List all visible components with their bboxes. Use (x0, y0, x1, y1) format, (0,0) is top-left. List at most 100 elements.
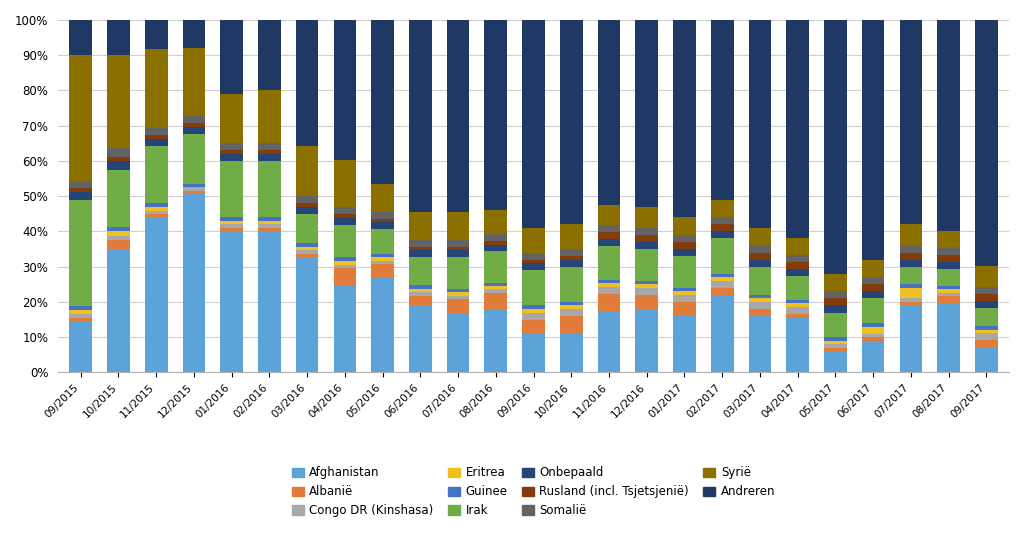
Bar (673, 242, 695, 249)
Bar (598, 246, 621, 280)
Bar (409, 250, 432, 257)
Bar (484, 251, 507, 283)
Bar (446, 240, 469, 247)
Bar (899, 284, 923, 288)
Bar (560, 305, 583, 309)
Bar (560, 20, 583, 224)
Bar (636, 281, 658, 284)
Bar (899, 260, 923, 267)
Bar (862, 260, 885, 277)
Bar (899, 224, 923, 245)
Bar (144, 135, 168, 139)
Bar (484, 293, 507, 310)
Bar (975, 333, 997, 340)
Bar (636, 295, 658, 309)
Bar (673, 256, 695, 288)
Bar (409, 306, 432, 372)
Bar (711, 277, 733, 281)
Bar (296, 254, 318, 257)
Bar (862, 323, 885, 327)
Bar (334, 286, 356, 372)
Bar (975, 348, 997, 372)
Bar (560, 267, 583, 302)
Bar (899, 305, 923, 372)
Bar (296, 257, 318, 372)
Bar (636, 249, 658, 281)
Bar (334, 265, 356, 268)
Bar (372, 20, 394, 184)
Bar (824, 20, 847, 274)
Bar (862, 277, 885, 284)
Bar (258, 161, 281, 217)
Bar (937, 303, 959, 372)
Bar (786, 276, 809, 300)
Bar (711, 20, 733, 200)
Bar (862, 299, 885, 323)
Bar (786, 269, 809, 276)
Bar (372, 257, 394, 261)
Bar (446, 313, 469, 372)
Bar (70, 314, 92, 317)
Bar (711, 281, 733, 288)
Bar (220, 20, 243, 94)
Bar (899, 252, 923, 260)
Bar (522, 320, 545, 334)
Bar (220, 217, 243, 221)
Bar (108, 148, 130, 157)
Bar (334, 207, 356, 214)
Bar (560, 249, 583, 256)
Bar (937, 231, 959, 248)
Bar (522, 20, 545, 228)
Bar (446, 250, 469, 257)
Bar (70, 55, 92, 180)
Bar (409, 296, 432, 306)
Bar (937, 248, 959, 255)
Bar (484, 245, 507, 251)
Bar (182, 184, 205, 188)
Bar (598, 226, 621, 232)
Bar (598, 311, 621, 372)
Bar (786, 262, 809, 269)
Bar (372, 222, 394, 229)
Bar (108, 249, 130, 372)
Bar (70, 192, 92, 200)
Bar (749, 252, 771, 260)
Bar (258, 221, 281, 224)
Bar (144, 204, 168, 207)
Bar (673, 217, 695, 235)
Bar (220, 161, 243, 217)
Bar (372, 219, 394, 222)
Bar (560, 309, 583, 316)
Bar (899, 245, 923, 252)
Bar (749, 302, 771, 309)
Bar (182, 134, 205, 184)
Bar (937, 293, 959, 296)
Bar (70, 200, 92, 306)
Bar (372, 254, 394, 257)
Bar (636, 288, 658, 295)
Bar (560, 256, 583, 260)
Bar (862, 337, 885, 340)
Bar (598, 280, 621, 283)
Bar (144, 218, 168, 372)
Bar (220, 221, 243, 224)
Bar (522, 334, 545, 372)
Legend: Afghanistan, Albanië, Congo DR (Kinshasa), Eritrea, Guinee, Irak, Onbepaald, Rus: Afghanistan, Albanië, Congo DR (Kinshasa… (292, 466, 775, 517)
Bar (522, 305, 545, 309)
Bar (673, 20, 695, 217)
Bar (70, 306, 92, 310)
Bar (824, 348, 847, 351)
Bar (372, 212, 394, 219)
Bar (786, 317, 809, 372)
Bar (786, 20, 809, 238)
Bar (372, 184, 394, 212)
Bar (70, 20, 92, 55)
Bar (409, 257, 432, 285)
Bar (937, 262, 959, 269)
Bar (182, 195, 205, 372)
Bar (70, 189, 92, 192)
Bar (182, 127, 205, 134)
Bar (372, 261, 394, 264)
Bar (446, 292, 469, 296)
Bar (862, 292, 885, 299)
